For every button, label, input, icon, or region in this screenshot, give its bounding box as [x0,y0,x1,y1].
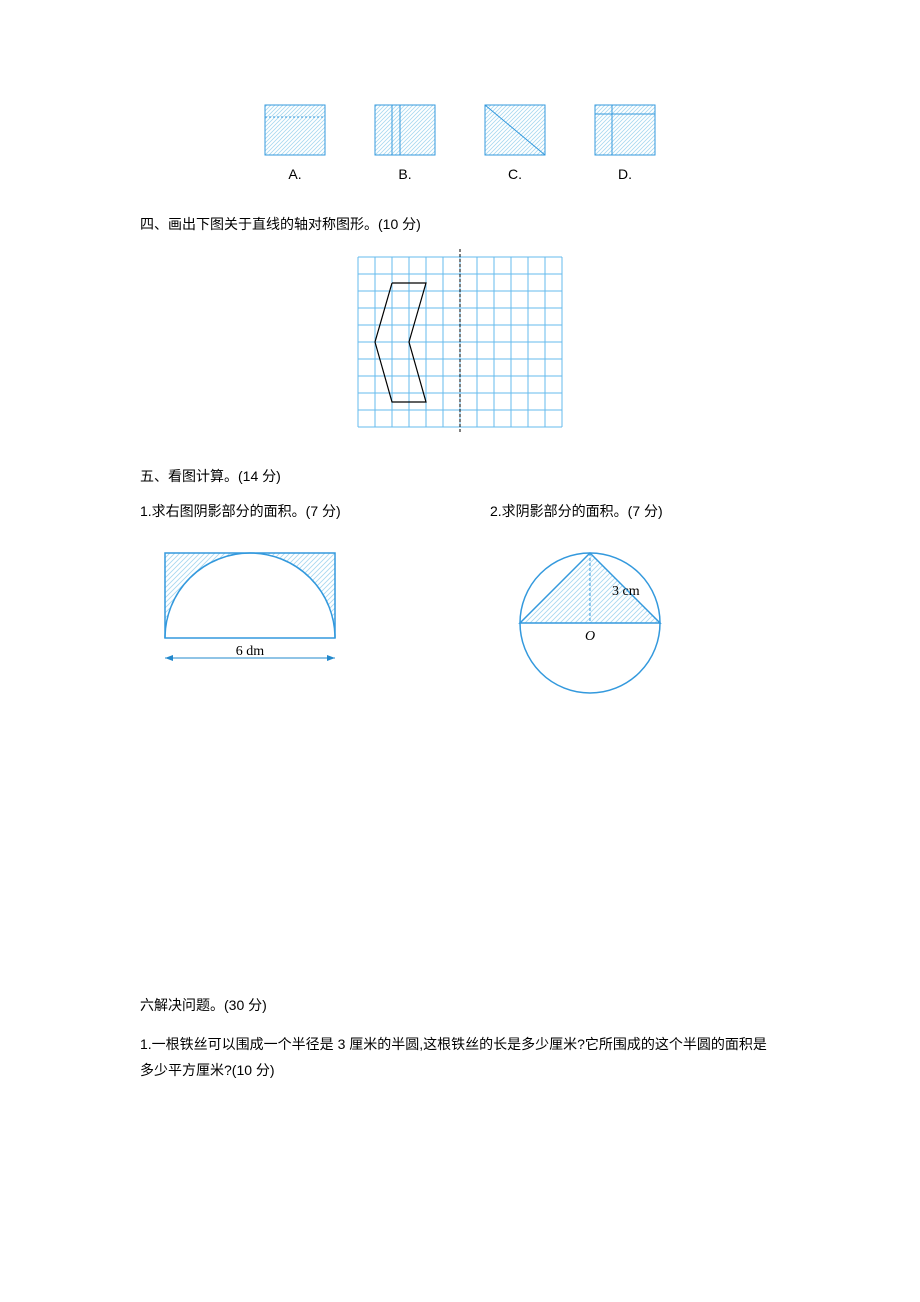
option-a: A. [260,100,330,182]
section5-p2: 2.求阴影部分的面积。(7 分) 3 cm O [490,501,780,713]
p2-center-label: O [585,629,595,644]
section5-heading: 五、看图计算。(14 分) [140,464,780,489]
option-a-label: A. [288,166,301,182]
section5-problems: 1.求右图阴影部分的面积。(7 分) 6 dm 2.求阴影部分的面 [140,501,780,713]
section6: 六解决问题。(30 分) 1.一根铁丝可以围成一个半径是 3 厘米的半圆,这根铁… [140,993,780,1083]
p1-svg: 6 dm [150,533,350,683]
option-c-label: C. [508,166,522,182]
section6-q1: 1.一根铁丝可以围成一个半径是 3 厘米的半圆,这根铁丝的长是多少厘米?它所围成… [140,1031,780,1084]
option-row: A. B. C. D. [140,100,780,182]
grid-svg [350,249,570,434]
section5-p1: 1.求右图阴影部分的面积。(7 分) 6 dm [140,501,430,713]
option-b-label: B. [398,166,411,182]
option-c-svg [480,100,550,160]
option-c: C. [480,100,550,182]
option-b: B. [370,100,440,182]
section5-p1-heading: 1.求右图阴影部分的面积。(7 分) [140,501,430,521]
p2-svg: 3 cm O [500,533,680,713]
section4-figure [140,249,780,434]
option-d-svg [590,100,660,160]
section6-heading: 六解决问题。(30 分) [140,993,780,1018]
section5-p2-heading: 2.求阴影部分的面积。(7 分) [490,501,780,521]
section4-heading: 四、画出下图关于直线的轴对称图形。(10 分) [140,212,780,237]
option-d: D. [590,100,660,182]
option-a-svg [260,100,330,160]
option-b-svg [370,100,440,160]
p2-radius-label: 3 cm [612,584,640,599]
p1-width-label: 6 dm [236,644,265,659]
option-d-label: D. [618,166,632,182]
